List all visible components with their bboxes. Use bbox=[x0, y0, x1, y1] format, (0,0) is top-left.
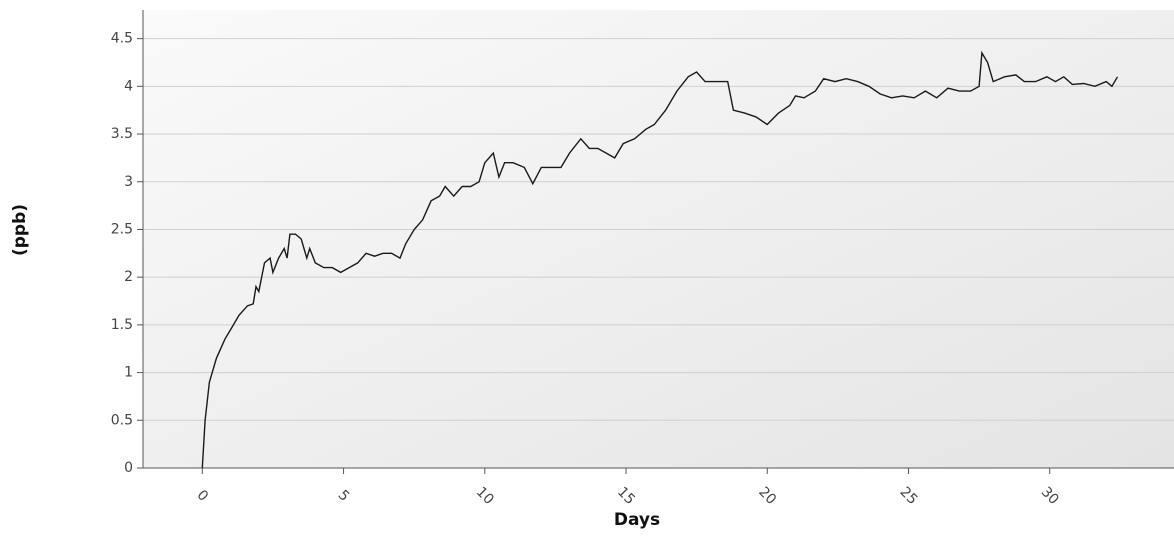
y-tick-label: 0 bbox=[124, 460, 133, 476]
x-tick-label: 10 bbox=[473, 484, 497, 508]
y-tick-label: 1.5 bbox=[111, 317, 133, 333]
x-tick-label: 5 bbox=[335, 487, 353, 505]
y-tick-label: 2.5 bbox=[111, 221, 133, 237]
y-tick-label: 2 bbox=[124, 269, 133, 285]
x-axis-label: Days bbox=[614, 510, 660, 530]
y-tick-label: 1 bbox=[124, 365, 133, 381]
x-tick-label: 0 bbox=[194, 487, 212, 505]
x-tick-label: 15 bbox=[614, 484, 638, 508]
plot-area bbox=[143, 10, 1174, 468]
y-tick-label: 0.5 bbox=[111, 412, 133, 428]
data-line bbox=[201, 50, 1119, 469]
x-tick-label: 30 bbox=[1038, 484, 1062, 508]
y-tick-label: 3.5 bbox=[111, 126, 133, 142]
y-axis-label: (ppb) bbox=[10, 204, 30, 256]
x-tick-label: 25 bbox=[897, 484, 921, 508]
y-tick-label: 3 bbox=[124, 174, 133, 190]
y-tick-label: 4.5 bbox=[111, 31, 133, 47]
y-tick-label: 4 bbox=[124, 78, 133, 94]
x-tick-label: 20 bbox=[755, 484, 779, 508]
